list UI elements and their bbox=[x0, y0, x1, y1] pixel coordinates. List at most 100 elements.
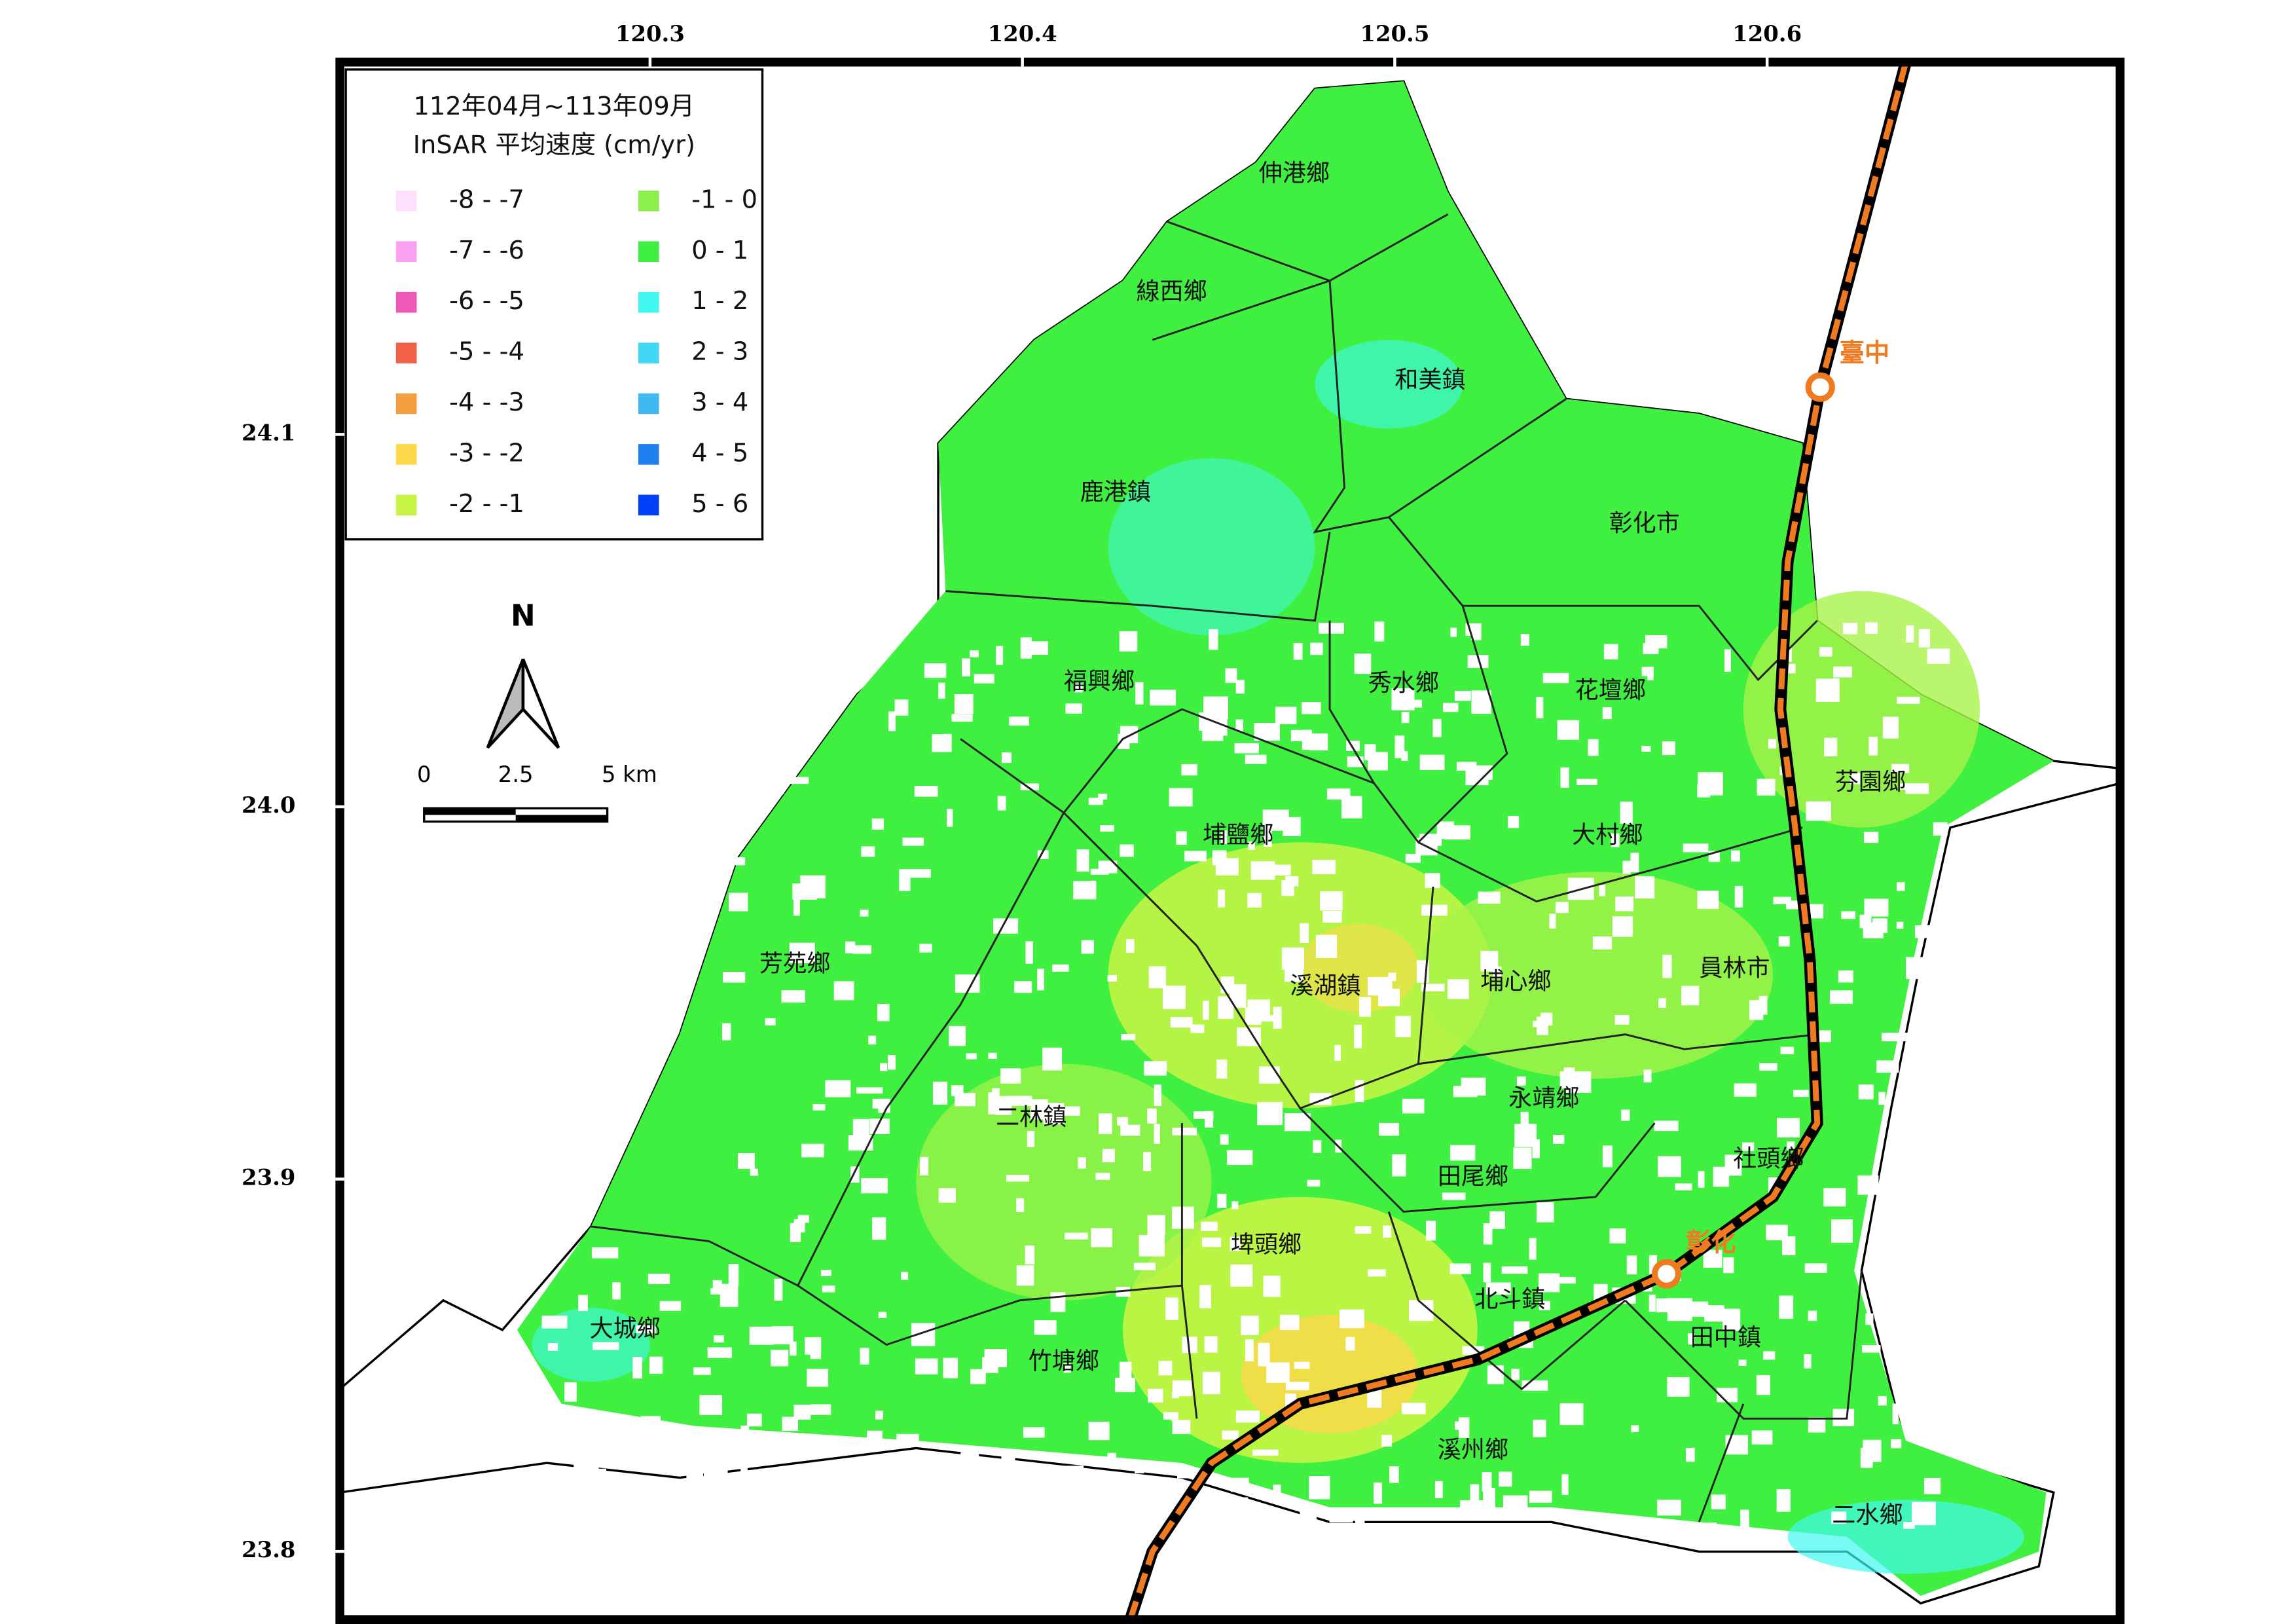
no-data-cell bbox=[1016, 1265, 1034, 1286]
no-data-cell bbox=[1402, 1403, 1426, 1414]
no-data-cell bbox=[1285, 1512, 1292, 1524]
no-data-cell bbox=[720, 1283, 738, 1307]
no-data-cell bbox=[878, 1312, 887, 1318]
no-data-cell bbox=[1833, 666, 1852, 678]
no-data-cell bbox=[647, 1274, 670, 1284]
railway-line bbox=[1127, 62, 1909, 1620]
no-data-cell bbox=[1036, 1498, 1050, 1517]
township-label: 二林鎮 bbox=[996, 1103, 1066, 1131]
no-data-cell bbox=[1272, 1536, 1288, 1555]
no-data-cell bbox=[915, 1492, 938, 1504]
legend-title: 112年04月~113年09月 bbox=[414, 92, 695, 121]
no-data-cell bbox=[1202, 1371, 1221, 1395]
no-data-cell bbox=[737, 1153, 755, 1169]
no-data-cell bbox=[1252, 1449, 1279, 1456]
no-data-cell bbox=[1483, 1263, 1491, 1283]
no-data-cell bbox=[1263, 1275, 1281, 1297]
no-data-cell bbox=[1310, 642, 1323, 655]
no-data-cell bbox=[1838, 970, 1853, 983]
no-data-cell bbox=[685, 1454, 700, 1470]
legend-label: 2 - 3 bbox=[691, 337, 748, 367]
no-data-cell bbox=[1918, 1304, 1943, 1323]
no-data-cell bbox=[919, 944, 932, 953]
no-data-speckle bbox=[537, 621, 1950, 1555]
no-data-cell bbox=[649, 1356, 663, 1374]
no-data-cell bbox=[1688, 1333, 1695, 1345]
no-data-cell bbox=[1691, 1301, 1709, 1317]
no-data-cell bbox=[547, 1342, 558, 1351]
no-data-cell bbox=[1859, 914, 1872, 929]
no-data-cell bbox=[1133, 1263, 1156, 1270]
north-arrow bbox=[521, 658, 560, 749]
no-data-cell bbox=[680, 1509, 702, 1520]
no-data-cell bbox=[1850, 773, 1861, 784]
no-data-cell bbox=[1320, 891, 1343, 911]
no-data-cell bbox=[1220, 830, 1228, 844]
no-data-cell bbox=[1242, 1320, 1255, 1332]
township-label: 二水鄉 bbox=[1832, 1500, 1903, 1528]
no-data-cell bbox=[1757, 779, 1776, 796]
legend-swatch bbox=[638, 444, 659, 465]
no-data-cell bbox=[947, 809, 953, 827]
township-label: 社頭鄉 bbox=[1733, 1144, 1804, 1172]
no-data-cell bbox=[906, 1496, 913, 1509]
no-data-cell bbox=[541, 1315, 568, 1329]
no-data-cell bbox=[725, 857, 746, 866]
no-data-cell bbox=[1402, 1098, 1425, 1114]
no-data-cell bbox=[1115, 1377, 1136, 1393]
no-data-cell bbox=[1717, 1388, 1738, 1403]
no-data-cell bbox=[659, 1301, 682, 1311]
no-data-cell bbox=[1483, 1223, 1493, 1245]
no-data-cell bbox=[1215, 858, 1239, 876]
no-data-cell bbox=[860, 1348, 869, 1365]
no-data-cell bbox=[951, 714, 973, 722]
no-data-cell bbox=[1202, 1517, 1228, 1526]
no-data-cell bbox=[1259, 1066, 1280, 1084]
no-data-cell bbox=[774, 1278, 783, 1301]
no-data-cell bbox=[1000, 1068, 1021, 1084]
no-data-cell bbox=[1647, 667, 1654, 681]
legend-label: 5 - 6 bbox=[691, 489, 748, 519]
no-data-cell bbox=[1908, 1044, 1916, 1065]
no-data-cell bbox=[1199, 712, 1211, 731]
no-data-cell bbox=[1120, 844, 1134, 857]
no-data-cell bbox=[861, 846, 875, 857]
y-tick-label: 23.8 bbox=[242, 1536, 295, 1562]
legend-swatch bbox=[638, 393, 659, 415]
no-data-cell bbox=[1014, 981, 1032, 993]
velocity-zone bbox=[1108, 458, 1315, 636]
no-data-cell bbox=[1877, 1261, 1887, 1276]
no-data-cell bbox=[1563, 1067, 1575, 1079]
no-data-cell bbox=[1367, 977, 1393, 996]
no-data-cell bbox=[1389, 1466, 1399, 1483]
no-data-cell bbox=[896, 1433, 919, 1441]
township-label: 埔鹽鄉 bbox=[1203, 821, 1273, 849]
legend-label: -4 - -3 bbox=[449, 388, 524, 417]
no-data-cell bbox=[1724, 649, 1731, 672]
no-data-cell bbox=[1914, 1004, 1937, 1014]
no-data-cell bbox=[707, 1347, 733, 1358]
no-data-cell bbox=[795, 1475, 816, 1490]
no-data-cell bbox=[954, 694, 974, 714]
no-data-cell bbox=[1890, 1186, 1906, 1206]
township-label: 芳苑鄉 bbox=[759, 950, 830, 978]
no-data-cell bbox=[1520, 634, 1529, 646]
no-data-cell bbox=[1467, 655, 1489, 668]
no-data-cell bbox=[871, 818, 884, 830]
no-data-cell bbox=[1864, 898, 1889, 917]
no-data-cell bbox=[1643, 1069, 1652, 1083]
no-data-cell bbox=[779, 666, 805, 690]
no-data-cell bbox=[1561, 1474, 1569, 1495]
no-data-cell bbox=[894, 699, 909, 716]
no-data-cell bbox=[1239, 1497, 1248, 1509]
no-data-cell bbox=[966, 1053, 977, 1060]
no-data-cell bbox=[970, 650, 979, 657]
legend-swatch bbox=[395, 241, 417, 263]
station-label: 臺中 bbox=[1840, 339, 1890, 368]
no-data-cell bbox=[1918, 629, 1930, 648]
no-data-cell bbox=[1759, 1063, 1777, 1071]
map-area bbox=[340, 62, 2121, 1620]
no-data-cell bbox=[758, 631, 782, 649]
no-data-cell bbox=[1804, 1354, 1812, 1369]
